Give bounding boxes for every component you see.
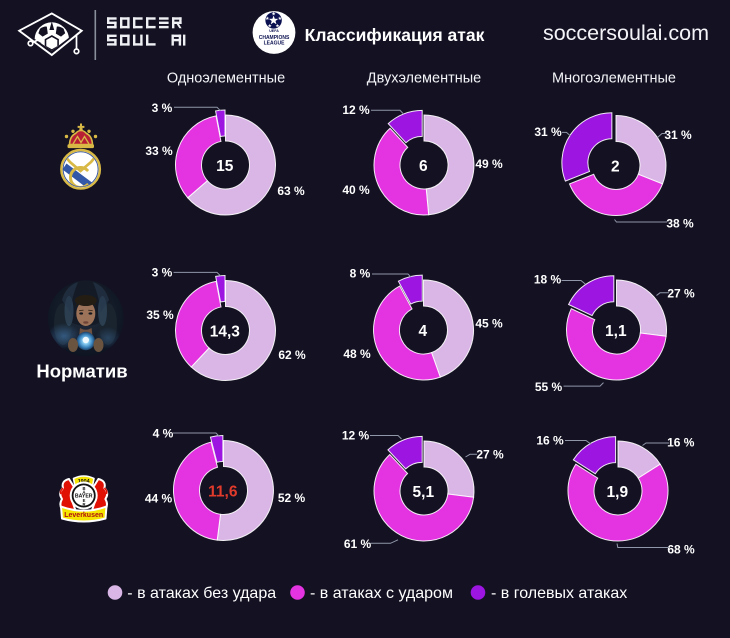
- svg-text:3 %: 3 %: [152, 265, 173, 279]
- svg-text:Классификация атак: Классификация атак: [305, 25, 485, 45]
- svg-text:1,1: 1,1: [605, 323, 627, 340]
- svg-text:B: B: [82, 486, 85, 491]
- svg-text:Многоэлементные: Многоэлементные: [552, 71, 676, 87]
- svg-text:6: 6: [419, 158, 428, 175]
- svg-text:BAYER: BAYER: [75, 494, 93, 500]
- svg-text:LEAGUE: LEAGUE: [264, 40, 286, 46]
- svg-text:63 %: 63 %: [277, 184, 305, 198]
- svg-text:16 %: 16 %: [536, 433, 564, 447]
- svg-text:31 %: 31 %: [664, 128, 692, 142]
- svg-text:61 %: 61 %: [344, 537, 372, 551]
- svg-text:2: 2: [611, 158, 620, 175]
- svg-text:- в атаках без удара: - в атаках без удара: [127, 585, 276, 602]
- svg-text:40 %: 40 %: [342, 183, 370, 197]
- svg-text:Одноэлементные: Одноэлементные: [167, 71, 285, 87]
- svg-text:Leverkusen: Leverkusen: [64, 512, 103, 519]
- svg-text:62 %: 62 %: [278, 348, 306, 362]
- svg-text:48 %: 48 %: [343, 347, 371, 361]
- svg-text:A: A: [82, 489, 85, 494]
- svg-text:27 %: 27 %: [476, 447, 504, 461]
- svg-text:16 %: 16 %: [667, 436, 695, 450]
- svg-text:UEFA: UEFA: [269, 29, 279, 33]
- svg-text:R: R: [82, 502, 85, 507]
- svg-text:68 %: 68 %: [667, 542, 695, 556]
- svg-text:1,9: 1,9: [607, 484, 629, 501]
- svg-text:52 %: 52 %: [278, 491, 306, 505]
- svg-text:soccersoulai.com: soccersoulai.com: [543, 21, 709, 45]
- svg-text:44 %: 44 %: [145, 492, 173, 506]
- svg-text:3 %: 3 %: [152, 101, 173, 115]
- svg-text:E: E: [83, 498, 86, 503]
- svg-text:31 %: 31 %: [534, 125, 562, 139]
- svg-text:- в голевых атаках: - в голевых атаках: [491, 585, 627, 602]
- svg-text:49 %: 49 %: [475, 157, 503, 171]
- svg-text:Норматив: Норматив: [36, 361, 127, 382]
- svg-text:CHAMPIONS: CHAMPIONS: [259, 35, 290, 41]
- svg-text:27 %: 27 %: [667, 286, 695, 300]
- svg-text:5,1: 5,1: [413, 484, 435, 501]
- svg-text:12 %: 12 %: [342, 103, 370, 117]
- svg-text:18 %: 18 %: [534, 273, 562, 287]
- svg-text:4: 4: [418, 323, 427, 340]
- svg-text:15: 15: [216, 158, 234, 175]
- svg-text:Двухэлементные: Двухэлементные: [367, 71, 482, 87]
- svg-text:14,3: 14,3: [210, 323, 241, 340]
- svg-text:38 %: 38 %: [666, 217, 694, 231]
- svg-text:4 %: 4 %: [153, 427, 174, 441]
- svg-text:12 %: 12 %: [342, 429, 370, 443]
- svg-text:11,6: 11,6: [208, 483, 238, 500]
- svg-text:8 %: 8 %: [350, 266, 371, 280]
- svg-text:45 %: 45 %: [475, 316, 503, 330]
- svg-text:55 %: 55 %: [535, 380, 563, 394]
- svg-text:35 %: 35 %: [146, 308, 174, 322]
- svg-text:- в атаках с ударом: - в атаках с ударом: [310, 585, 453, 602]
- svg-text:33 %: 33 %: [145, 144, 173, 158]
